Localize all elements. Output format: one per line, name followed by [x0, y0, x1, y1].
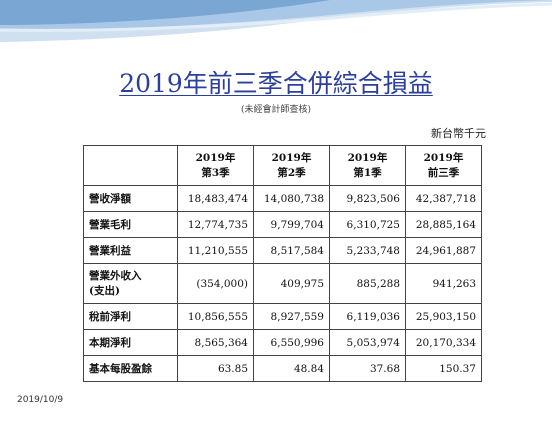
table-cell: (354,000)	[177, 263, 254, 304]
table-cell: 12,774,735	[177, 211, 254, 238]
table-cell: 28,885,164	[405, 211, 482, 238]
table-row: 本期淨利 8,565,364 6,550,996 5,053,974 20,17…	[83, 329, 482, 356]
table-cell: 18,483,474	[177, 185, 254, 212]
header-blank-cell	[83, 145, 178, 186]
table-cell: 885,288	[329, 263, 406, 304]
table-cell: 8,927,559	[253, 303, 330, 330]
column-header: 2019年 前三季	[405, 145, 482, 186]
table-cell: 6,119,036	[329, 303, 406, 330]
table-cell: 941,263	[405, 263, 482, 304]
table-cell: 6,310,725	[329, 211, 406, 238]
table-header-row: 2019年 第3季 2019年 第2季 2019年 第1季 2019年 前三季	[83, 145, 482, 186]
table-cell: 10,856,555	[177, 303, 254, 330]
table-cell: 14,080,738	[253, 185, 330, 212]
table-cell: 409,975	[253, 263, 330, 304]
table-cell: 20,170,334	[405, 329, 482, 356]
currency-unit: 新台幣千元	[431, 127, 486, 140]
table-cell: 5,233,748	[329, 237, 406, 264]
table-cell: 63.85	[177, 355, 254, 382]
row-label: 營業外收入 (支出)	[83, 263, 178, 304]
table-cell: 6,550,996	[253, 329, 330, 356]
table-row: 營業毛利 12,774,735 9,799,704 6,310,725 28,8…	[83, 211, 482, 238]
row-label: 營業利益	[83, 237, 178, 264]
row-label: 稅前淨利	[83, 303, 178, 330]
table-cell: 5,053,974	[329, 329, 406, 356]
audit-note: (未經會計師查核)	[240, 105, 312, 115]
table-cell: 150.37	[405, 355, 482, 382]
table-cell: 9,823,506	[329, 185, 406, 212]
table-row: 營業利益 11,210,555 8,517,584 5,233,748 24,9…	[83, 237, 482, 264]
table-cell: 8,517,584	[253, 237, 330, 264]
row-label: 營收淨額	[83, 185, 178, 212]
table-row: 營收淨額 18,483,474 14,080,738 9,823,506 42,…	[83, 185, 482, 212]
row-label: 基本每股盈餘	[83, 355, 178, 382]
table-cell: 11,210,555	[177, 237, 254, 264]
table-row: 營業外收入 (支出) (354,000) 409,975 885,288 941,…	[83, 263, 482, 304]
column-header: 2019年 第1季	[329, 145, 406, 186]
table-cell: 8,565,364	[177, 329, 254, 356]
income-statement-table: 2019年 第3季 2019年 第2季 2019年 第1季 2019年 前三季 營收淨額…	[83, 145, 482, 382]
row-label: 本期淨利	[83, 329, 178, 356]
table-cell: 42,387,718	[405, 185, 482, 212]
table-cell: 24,961,887	[405, 237, 482, 264]
table-cell: 48.84	[253, 355, 330, 382]
header-wave-decoration	[0, 0, 552, 42]
column-header: 2019年 第3季	[177, 145, 254, 186]
footer-date: 2019/10/9	[17, 395, 64, 405]
table-cell: 9,799,704	[253, 211, 330, 238]
page-title: 2019年前三季合併綜合損益	[119, 69, 433, 98]
table-cell: 37.68	[329, 355, 406, 382]
table-row: 基本每股盈餘 63.85 48.84 37.68 150.37	[83, 355, 482, 382]
row-label: 營業毛利	[83, 211, 178, 238]
table-cell: 25,903,150	[405, 303, 482, 330]
table-row: 稅前淨利 10,856,555 8,927,559 6,119,036 25,9…	[83, 303, 482, 330]
column-header: 2019年 第2季	[253, 145, 330, 186]
